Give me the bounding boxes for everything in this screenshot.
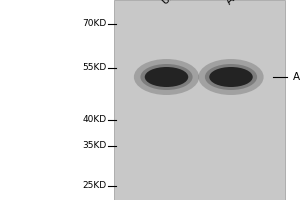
Ellipse shape <box>145 67 188 87</box>
Bar <box>114 0 285 200</box>
Text: U251: U251 <box>159 0 186 6</box>
Text: 55KD: 55KD <box>82 64 106 72</box>
Ellipse shape <box>198 59 264 95</box>
Text: ARRB2: ARRB2 <box>292 72 300 82</box>
Text: 25KD: 25KD <box>82 182 106 190</box>
Ellipse shape <box>209 67 253 87</box>
Text: 70KD: 70KD <box>82 20 106 28</box>
Ellipse shape <box>140 64 193 90</box>
Text: 35KD: 35KD <box>82 142 106 150</box>
Ellipse shape <box>134 59 199 95</box>
Text: 40KD: 40KD <box>82 116 106 124</box>
Ellipse shape <box>205 64 257 90</box>
Text: A549: A549 <box>224 0 250 6</box>
